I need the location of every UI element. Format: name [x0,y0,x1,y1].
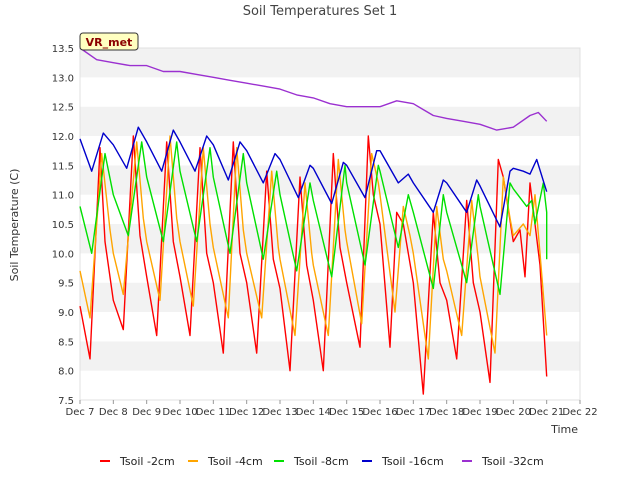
legend-label: Tsoil -16cm [381,455,444,468]
x-tick-label: Dec 17 [396,407,431,418]
x-tick-label: Dec 16 [362,407,397,418]
series-line-tsoil-16cm [79,126,548,228]
grid-band [80,106,580,136]
grid-band [80,341,580,371]
series-line-tsoil-32cm [79,47,548,131]
station-label-box: VR_met [79,32,139,51]
y-tick-label: 7.5 [58,396,74,407]
y-tick-label: 9.0 [58,308,74,319]
y-tick-label: 12.0 [52,132,74,143]
series-line-tsoil-4cm [79,135,548,360]
y-tick-label: 8.5 [58,337,74,348]
grid-band [80,77,580,107]
legend-label: Tsoil -4cm [207,455,263,468]
x-tick-label: Dec 18 [429,407,464,418]
x-axis-label: Time [550,423,578,436]
grid-band [80,370,580,400]
y-tick-label: 13.0 [52,73,74,84]
y-tick-label: 9.5 [58,279,74,290]
y-tick-label: 8.0 [58,367,74,378]
x-tick-label: Dec 13 [262,407,297,418]
x-tick-label: Dec 12 [229,407,264,418]
y-tick-label: 13.5 [52,44,74,55]
x-tick-label: Dec 7 [66,407,95,418]
x-tick-label: Dec 14 [296,407,331,418]
series-line-tsoil-8cm [79,141,548,296]
y-axis-label: Soil Temperature (C) [8,169,21,282]
x-tick-label: Dec 9 [132,407,161,418]
x-tick-label: Dec 21 [529,407,564,418]
x-tick-label: Dec 20 [496,407,531,418]
legend-label: Tsoil -2cm [119,455,175,468]
y-tick-label: 12.5 [52,103,74,114]
y-tick-label: 11.5 [52,161,74,172]
x-tick-label: Dec 19 [462,407,497,418]
y-tick-label: 10.5 [52,220,74,231]
chart-title: Soil Temperatures Set 1 [243,4,398,19]
series-lines [79,47,548,395]
x-tick-label: Dec 11 [196,407,231,418]
plot-area [79,47,581,401]
x-tick-label: Dec 15 [329,407,364,418]
grid-band [80,48,580,78]
grid-band [80,136,580,166]
series-line-tsoil-2cm [79,135,548,395]
y-axis: 7.5 8.0 8.5 9.0 9.5 10.0 10.5 11.0 11.5 12.0 12.5 1… [52,44,74,407]
legend: Tsoil -2cm Tsoil -4cm Tsoil -8cm Tsoil -16c… [100,455,544,468]
y-tick-label: 11.0 [52,191,74,202]
legend-label: Tsoil -8cm [293,455,349,468]
x-tick-label: Dec 22 [562,407,597,418]
x-tick-label: Dec 8 [99,407,128,418]
y-tick-label: 10.0 [52,249,74,260]
legend-label: Tsoil -32cm [481,455,544,468]
station-label: VR_met [86,36,133,49]
x-tick-label: Dec 10 [162,407,197,418]
